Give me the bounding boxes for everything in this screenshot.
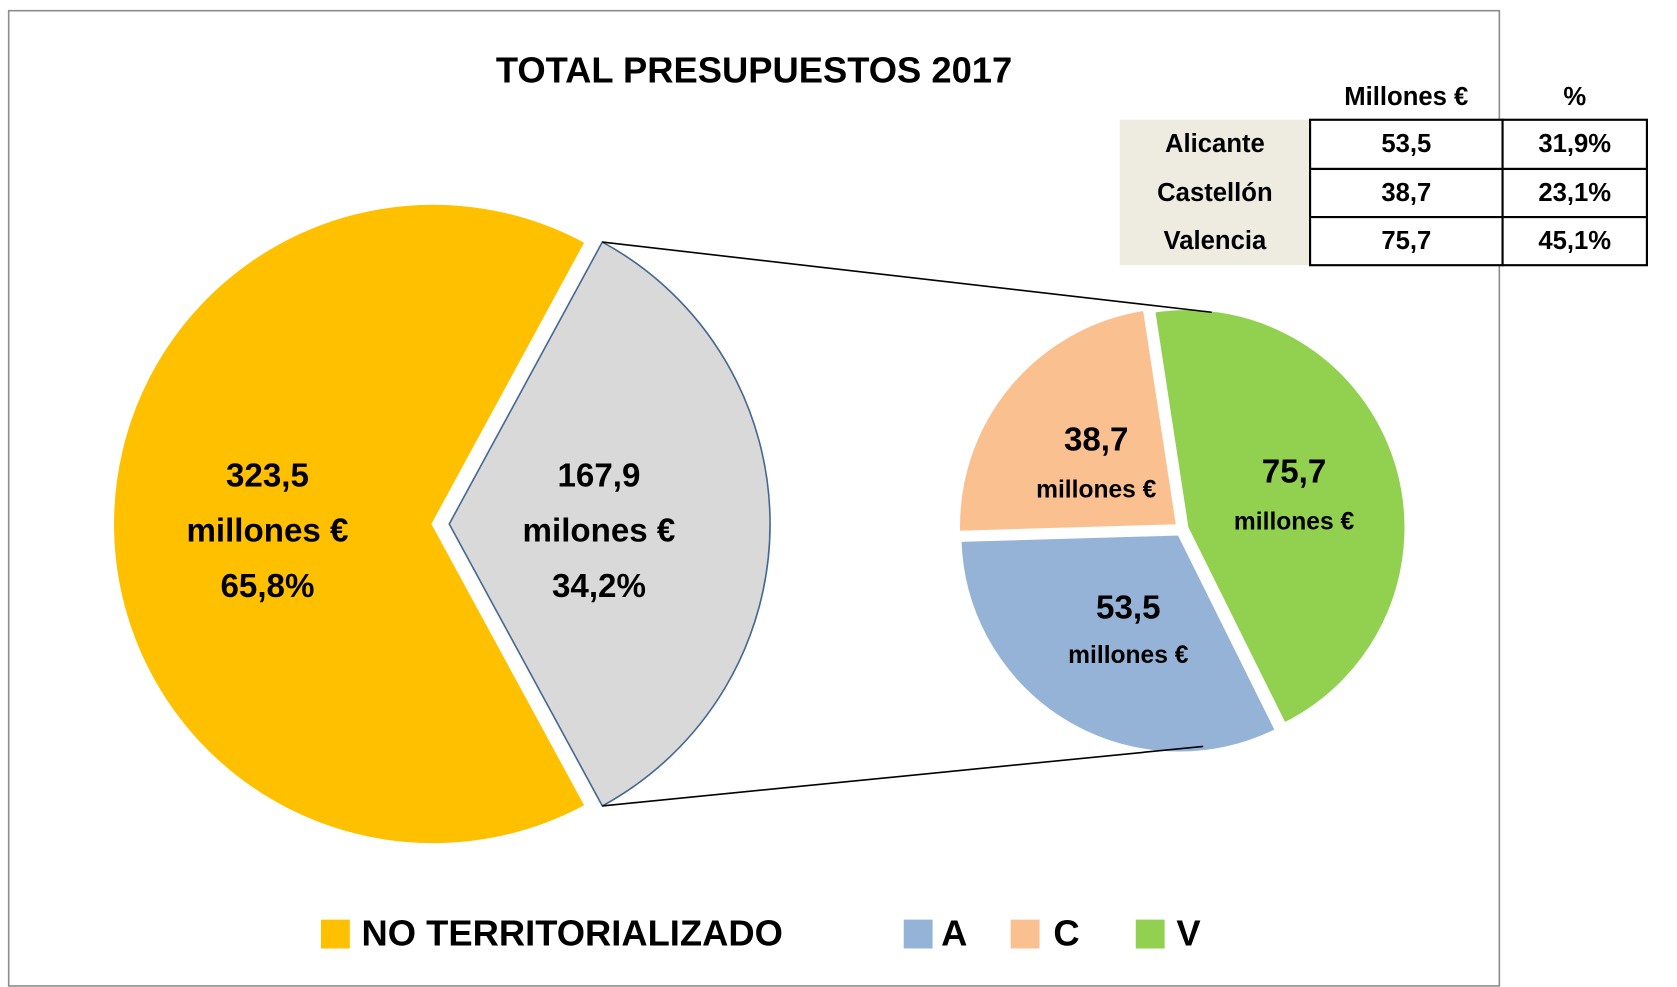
value-label: 38,7 [1064,421,1128,458]
value-label: 167,9 [558,458,641,495]
legend-label: V [1176,912,1200,953]
table-cell-text: 45,1% [1538,227,1611,255]
table-header: % [1563,83,1586,111]
unit-label: millones € [1036,476,1157,503]
pie-slice [958,532,1279,755]
table-cell-text: Alicante [1165,130,1265,158]
legend-label: C [1053,912,1079,953]
legend-label: NO TERRITORIALIZADO [362,912,783,953]
table-cell [1309,167,1504,219]
unit-label: millones € [1068,642,1189,669]
unit-label: millones € [186,512,348,549]
table-cell [1309,216,1504,267]
value-label: 53,5 [1096,589,1160,626]
legend-swatch [1135,919,1165,949]
legend-swatch [903,919,933,949]
legend-swatch [1010,919,1040,949]
pie-slice [1151,306,1408,727]
legend-label: A [941,912,967,953]
connector-line [602,745,1204,807]
table-cell-text: Valencia [1164,227,1267,255]
table-cell-text: 31,9% [1538,130,1611,158]
table-cell-text: 53,5 [1381,130,1431,158]
legend-swatch [320,919,350,949]
connector-line [602,241,1212,314]
percent-label: 65,8% [221,568,315,605]
unit-label: millones € [1234,508,1355,535]
table-label-bg [1119,119,1311,266]
pie-slice [110,201,589,847]
table-header: Millones € [1344,83,1468,111]
value-label: 323,5 [226,458,309,495]
table-cell-text: 23,1% [1538,179,1611,207]
unit-label: milones € [523,512,676,549]
value-label: 75,7 [1262,453,1326,490]
chart-title: TOTAL PRESUPUESTOS 2017 [496,49,1012,90]
table-cell-text: 75,7 [1381,227,1431,255]
percent-label: 34,2% [552,568,646,605]
pie-slice [448,240,771,807]
pie-slice [956,307,1180,534]
table-cell-text: 38,7 [1381,179,1431,207]
table-cell-text: Castellón [1157,179,1272,207]
table-cell [1309,118,1504,171]
table-cell [1501,216,1648,267]
